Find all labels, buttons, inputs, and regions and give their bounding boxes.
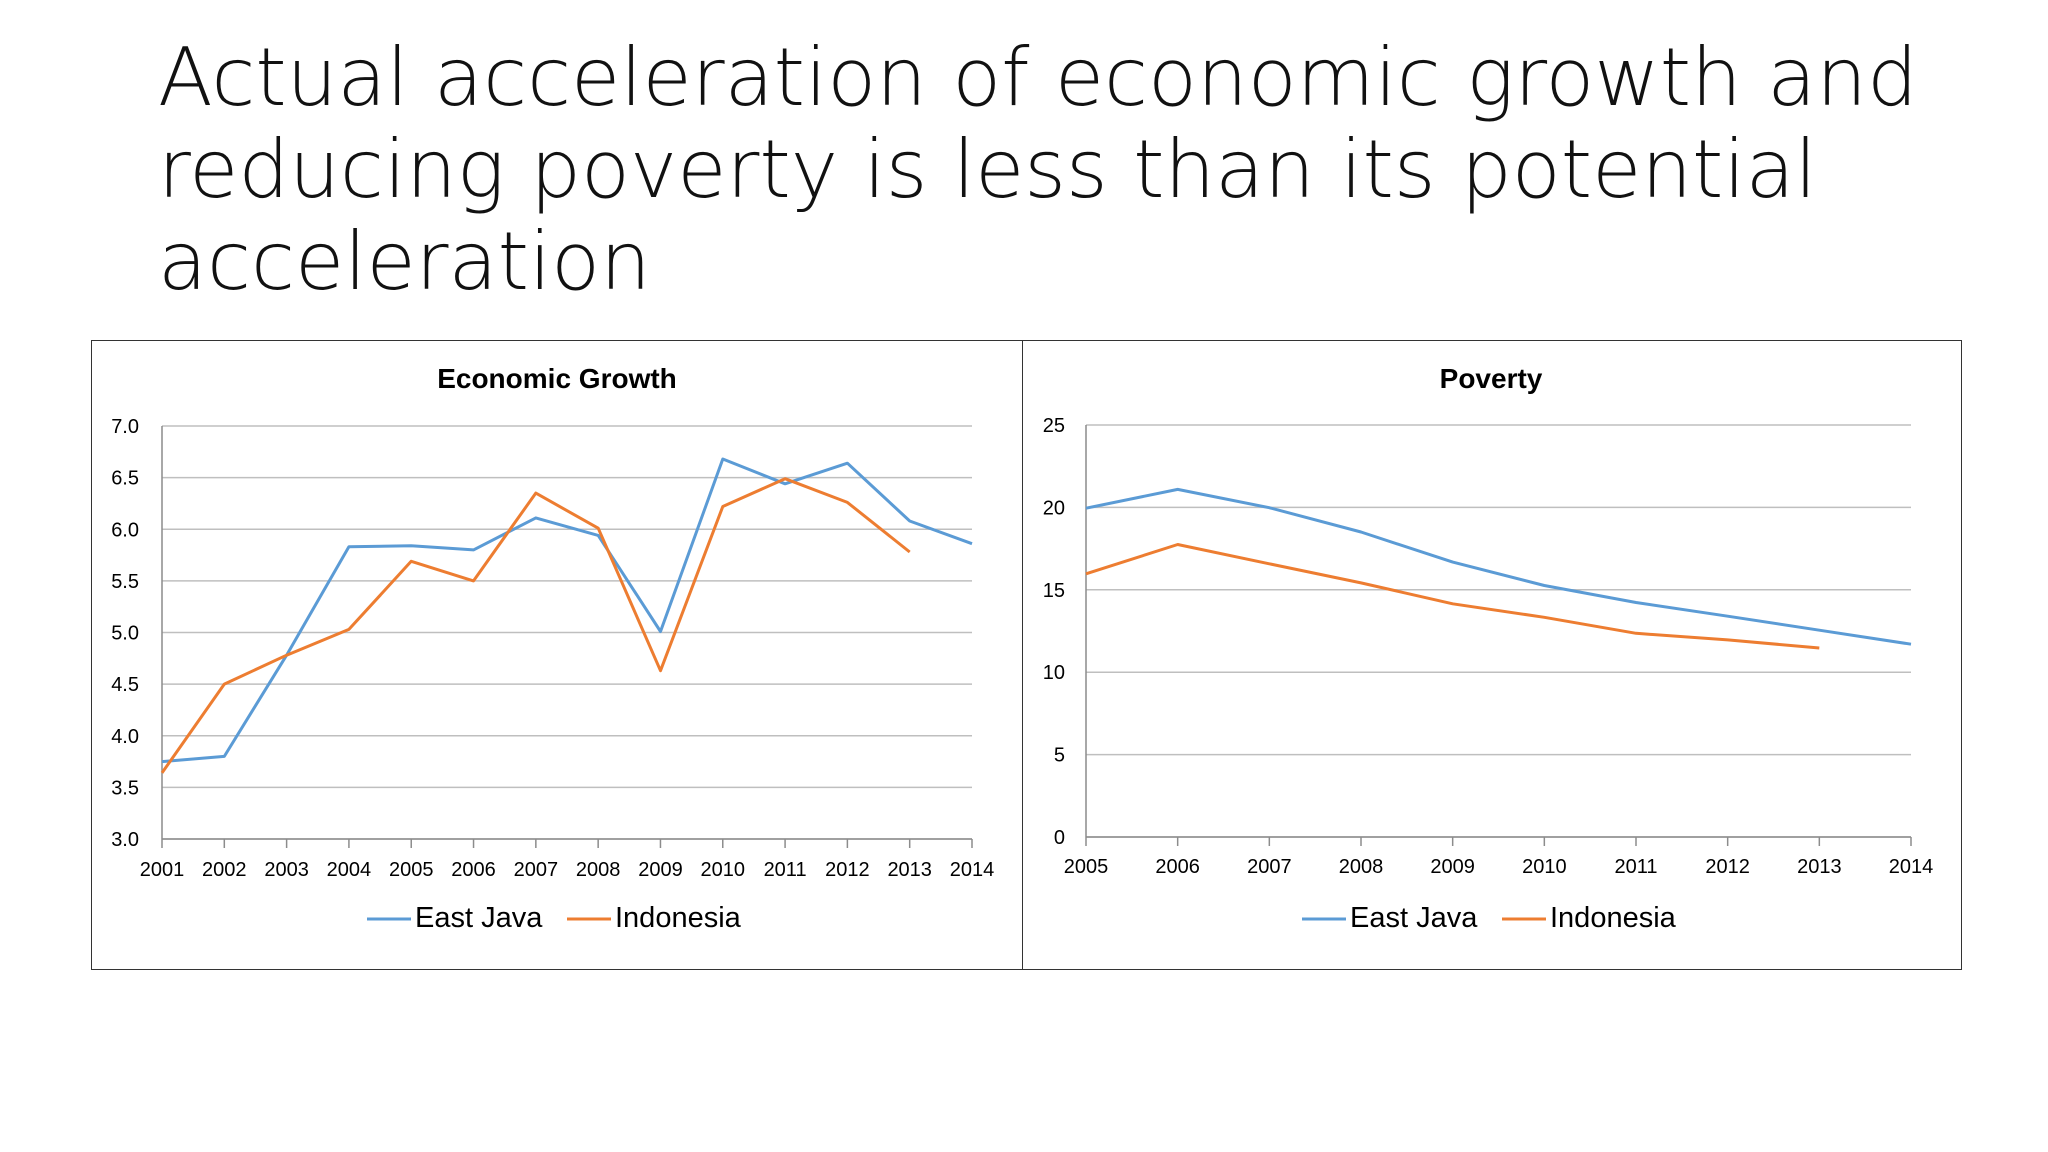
slide-title-line-3: acceleration [158,215,651,308]
x-tick-label: 2008 [1339,856,1384,878]
x-tick-label: 2010 [1522,856,1567,878]
x-tick-label: 2012 [1705,856,1750,878]
x-tick-label: 2009 [1430,856,1475,878]
slide-title-line-1: Actual acceleration of economic growth a… [158,31,1918,124]
y-tick-label: 15 [1043,580,1065,602]
x-tick-label: 2013 [1797,856,1842,878]
chart-title: Poverty [1440,363,1543,394]
y-tick-label: 0 [1054,827,1065,849]
y-tick-label: 3.0 [111,829,139,851]
x-tick-label: 2007 [1247,856,1292,878]
legend-label-indonesia: Indonesia [615,902,742,934]
x-tick-label: 2006 [451,859,496,881]
poverty-chart: Poverty 25 20 15 10 5 0 2005 2006 2007 2008 2009 201… [1022,340,1962,970]
chart-title: Economic Growth [437,363,677,394]
series-line-indonesia [160,477,911,774]
series-line-east-java [161,457,973,764]
y-tick-label: 4.0 [111,726,139,748]
x-tick-label: 2012 [825,859,870,881]
y-tick-label: 7.0 [111,416,139,438]
y-tick-label: 6.0 [111,519,139,541]
legend-label-indonesia: Indonesia [1550,902,1677,934]
x-tick-label: 2003 [264,859,309,881]
y-tick-label: 10 [1043,662,1065,684]
x-tick-label: 2002 [202,859,247,881]
series-line-east-java [1085,487,1912,646]
x-tick-label: 2005 [389,859,434,881]
y-tick-label: 4.5 [111,674,139,696]
series-line-indonesia [1085,543,1820,650]
x-tick-label: 2005 [1064,856,1109,878]
x-tick-label: 2006 [1155,856,1200,878]
poverty-chart-svg: Poverty 25 20 15 10 5 0 2005 2006 2007 2008 2009 201… [1043,363,1934,934]
y-tick-label: 3.5 [111,777,139,799]
x-tick-label: 2008 [576,859,621,881]
x-tick-label: 2013 [887,859,932,881]
y-tick-label: 25 [1043,415,1065,437]
y-tick-label: 20 [1043,497,1065,519]
x-tick-label: 2010 [701,859,746,881]
x-tick-label: 2011 [764,859,807,881]
slide-title: Actual acceleration of economic growth a… [158,32,1958,308]
y-tick-label: 6.5 [111,468,139,490]
economic-growth-chart-svg: Economic Growth 7.0 6.5 6.0 5.5 5.0 4.5 4.0 3.5 3… [111,363,995,934]
x-tick-label: 2004 [327,859,372,881]
x-tick-label: 2007 [514,859,559,881]
y-tick-label: 5.5 [111,571,139,593]
x-tick-label: 2001 [140,859,185,881]
x-tick-label: 2014 [1889,856,1934,878]
y-tick-label: 5.0 [111,623,139,645]
economic-growth-chart: Economic Growth 7.0 6.5 6.0 5.5 5.0 4.5 4.0 3.5 3… [91,340,1024,970]
legend-label-east-java: East Java [1350,902,1478,934]
slide-title-line-2: reducing poverty is less than its potent… [158,123,1817,216]
x-tick-label: 2009 [638,859,683,881]
legend-label-east-java: East Java [415,902,543,934]
y-tick-label: 5 [1054,745,1065,767]
x-tick-label: 2014 [950,859,995,881]
x-tick-label: 2011 [1614,856,1657,878]
